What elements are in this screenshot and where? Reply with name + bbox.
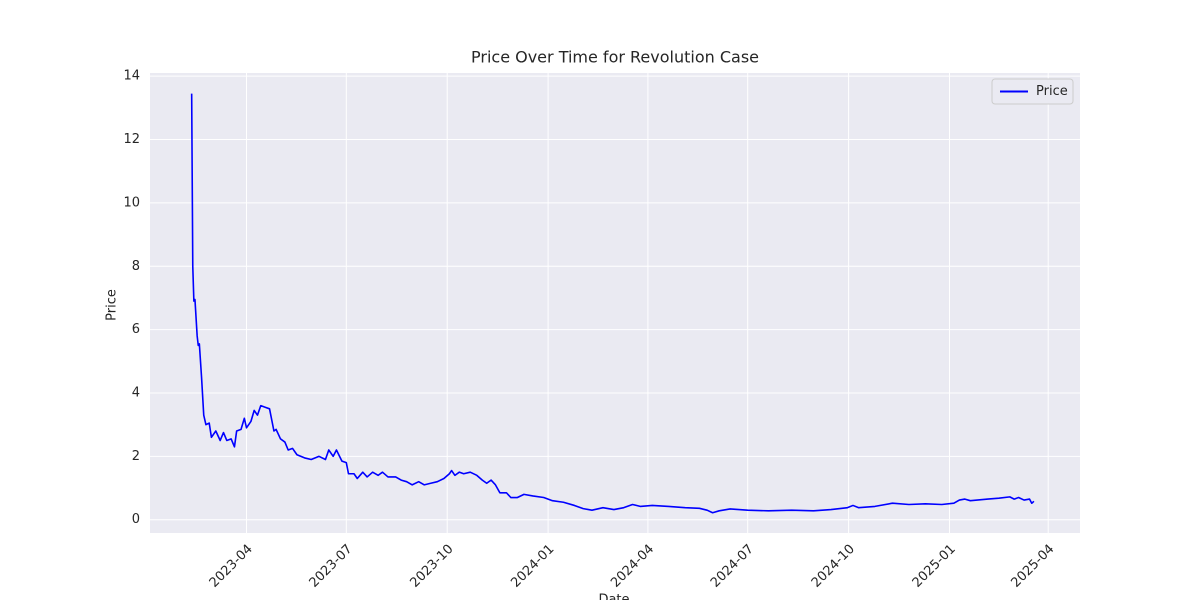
y-tick-label: 6: [132, 322, 140, 337]
plot-area: [150, 73, 1080, 533]
legend: Price: [991, 78, 1074, 105]
x-tick-label: 2025-04: [1008, 542, 1057, 591]
y-tick-label: 2: [132, 449, 140, 464]
legend-label: Price: [1036, 84, 1068, 99]
y-tick-label: 14: [123, 69, 140, 84]
x-tick-label: 2024-10: [809, 542, 858, 591]
x-tick-label: 2024-07: [708, 542, 757, 591]
x-tick-label: 2025-01: [910, 542, 959, 591]
x-tick-label: 2023-04: [207, 542, 256, 591]
price-line: [190, 93, 1035, 514]
x-tick-label: 2024-01: [508, 542, 557, 591]
chart-title: Price Over Time for Revolution Case: [471, 48, 759, 67]
y-tick-label: 4: [132, 385, 140, 400]
legend-box: [991, 78, 1074, 105]
x-tick-label: 2023-07: [307, 542, 356, 591]
x-axis-label: Date: [598, 593, 629, 600]
y-tick-label: 0: [132, 512, 140, 527]
y-tick-label: 12: [123, 132, 140, 147]
x-tick-label: 2023-10: [407, 542, 456, 591]
x-tick-label: 2024-04: [608, 542, 657, 591]
y-axis-label: Price: [105, 289, 120, 321]
y-tick-label: 10: [123, 195, 140, 210]
y-tick-label: 8: [132, 259, 140, 274]
